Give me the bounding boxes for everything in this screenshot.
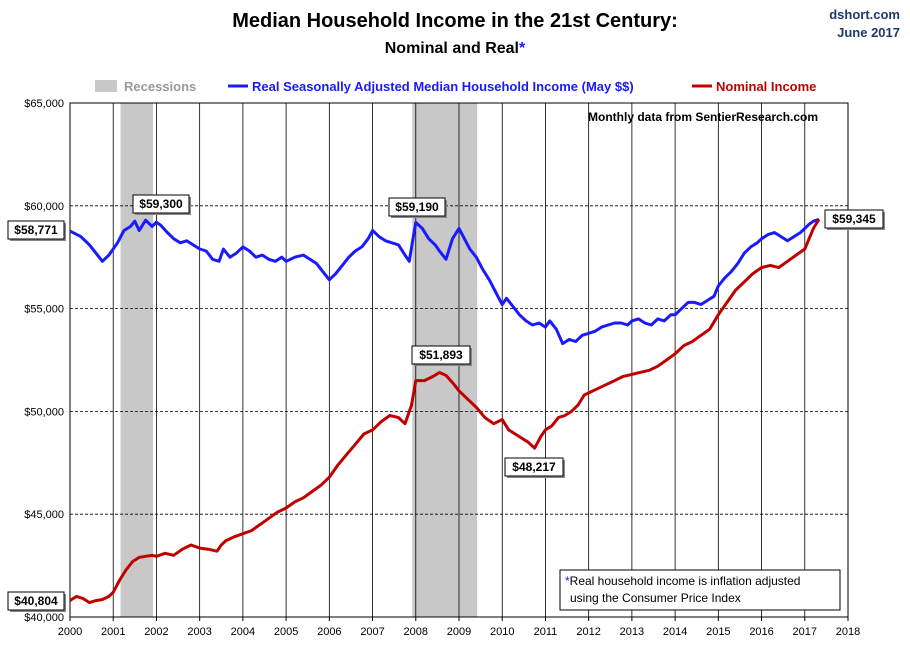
y-tick-label: $45,000 — [24, 509, 64, 521]
callout-nominal-peak-box — [411, 345, 471, 365]
x-tick-label: 2009 — [447, 626, 471, 638]
footnote-line-1: *Real household income is inflation adju… — [565, 574, 800, 588]
x-tick-label: 2018 — [836, 626, 860, 638]
x-tick-label: 2017 — [793, 626, 817, 638]
x-tick-label: 2012 — [576, 626, 600, 638]
x-tick-label: 2000 — [58, 626, 82, 638]
callout-real-start-box — [7, 220, 65, 240]
y-tick-label: $55,000 — [24, 304, 64, 316]
x-tick-label: 2006 — [317, 626, 341, 638]
source-site: dshort.com — [829, 7, 900, 22]
callout-real-latest-label: $59,345 — [832, 212, 876, 226]
callout-nominal-start-box — [7, 591, 65, 611]
subtitle-text: Nominal and Real — [384, 40, 519, 57]
callout-nominal-start-label: $40,804 — [14, 594, 58, 608]
callout-real-start-label: $58,771 — [14, 223, 58, 237]
y-tick-label: $40,000 — [24, 612, 64, 624]
y-tick-label: $60,000 — [24, 201, 64, 213]
callout-nominal-trough-box — [504, 457, 564, 477]
chart-title: Median Household Income in the 21st Cent… — [232, 10, 678, 32]
x-tick-label: 2004 — [231, 626, 255, 638]
legend-recession-label: Recessions — [124, 79, 196, 94]
x-tick-label: 2008 — [404, 626, 428, 638]
plot-area-border — [69, 102, 849, 618]
footnote-box — [559, 569, 841, 611]
chart-subtitle: Nominal and Real* — [0, 40, 910, 58]
x-tick-label: 2016 — [749, 626, 773, 638]
x-tick-label: 2015 — [706, 626, 730, 638]
footnote-line-1-text: Real household income is inflation adjus… — [570, 574, 801, 588]
legend-real-label: Real Seasonally Adjusted Median Househol… — [252, 79, 634, 94]
nominal-income-line — [69, 218, 821, 605]
recession-band-1 — [120, 103, 153, 617]
footnote-star: * — [565, 574, 570, 588]
callout-nominal-peak-label: $51,893 — [419, 348, 463, 362]
x-tick-label: 2005 — [274, 626, 298, 638]
x-tick-label: 2013 — [620, 626, 644, 638]
callout-real-2008-box — [388, 197, 446, 217]
callout-real-2001-box — [132, 194, 190, 214]
subtitle-star: * — [519, 40, 526, 57]
x-tick-label: 2011 — [534, 626, 558, 638]
source-credit: dshort.com June 2017 — [829, 6, 900, 42]
x-tick-label: 2003 — [187, 626, 211, 638]
legend-recession-swatch — [95, 80, 117, 92]
callout-real-2001-label: $59,300 — [139, 197, 183, 211]
source-date: June 2017 — [837, 25, 900, 40]
real-income-line — [69, 217, 820, 346]
monthly-data-note: Monthly data from SentierResearch.com — [588, 110, 818, 124]
callout-real-latest-box — [824, 209, 884, 229]
callout-nominal-trough-label: $48,217 — [512, 460, 556, 474]
callout-real-2008-label: $59,190 — [395, 200, 439, 214]
y-tick-label: $50,000 — [24, 406, 64, 418]
x-tick-label: 2014 — [663, 626, 687, 638]
x-tick-label: 2007 — [360, 626, 384, 638]
x-tick-label: 2001 — [101, 626, 125, 638]
x-tick-label: 2002 — [144, 626, 168, 638]
footnote-line-2: using the Consumer Price Index — [570, 591, 741, 605]
legend-nominal-label: Nominal Income — [716, 79, 816, 94]
x-tick-label: 2010 — [490, 626, 514, 638]
y-tick-label: $65,000 — [24, 98, 64, 110]
